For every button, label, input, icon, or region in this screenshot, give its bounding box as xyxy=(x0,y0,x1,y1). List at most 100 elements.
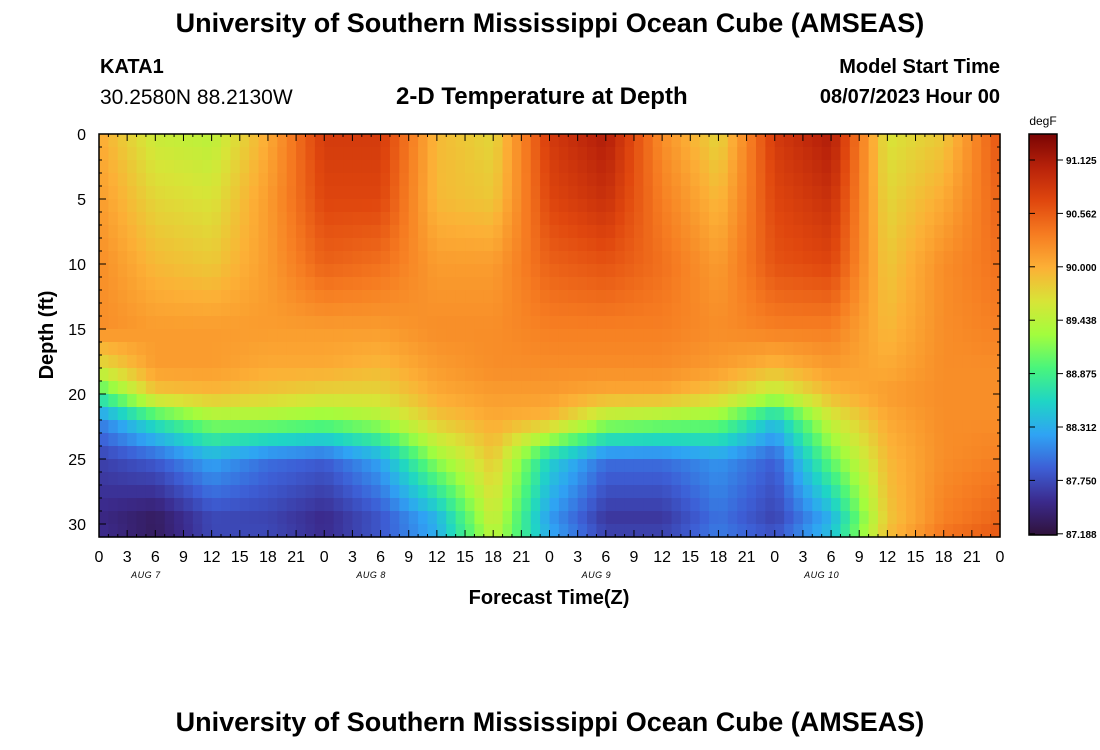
heatmap-cell xyxy=(258,524,269,538)
heatmap-cell xyxy=(267,368,278,382)
heatmap-cell xyxy=(117,147,128,161)
heatmap-cell xyxy=(802,472,813,486)
heatmap-cell xyxy=(286,186,297,200)
heatmap-cell xyxy=(981,511,992,525)
heatmap-cell xyxy=(399,134,410,148)
heatmap-cell xyxy=(633,342,644,356)
heatmap-cell xyxy=(436,251,447,265)
heatmap-cell xyxy=(943,303,954,317)
heatmap-cell xyxy=(971,251,982,265)
heatmap-cell xyxy=(840,433,851,447)
heatmap-cell xyxy=(333,134,344,148)
heatmap-cell xyxy=(755,368,766,382)
heatmap-cell xyxy=(690,433,701,447)
heatmap-cell xyxy=(267,485,278,499)
heatmap-cell xyxy=(183,446,194,460)
heatmap-cell xyxy=(962,212,973,226)
heatmap-cell xyxy=(737,420,748,434)
heatmap-cell xyxy=(202,498,213,512)
heatmap-cell xyxy=(108,420,119,434)
heatmap-cell xyxy=(127,160,138,174)
heatmap-cell xyxy=(699,524,710,538)
heatmap-cell xyxy=(540,485,551,499)
heatmap-cell xyxy=(690,472,701,486)
heatmap-cell xyxy=(596,342,607,356)
heatmap-cell xyxy=(239,472,250,486)
heatmap-cell xyxy=(371,134,382,148)
heatmap-cell xyxy=(511,459,522,473)
heatmap-cell xyxy=(455,199,466,213)
heatmap-cell xyxy=(784,381,795,395)
heatmap-cell xyxy=(727,381,738,395)
heatmap-cell xyxy=(249,329,260,343)
heatmap-cell xyxy=(155,368,166,382)
heatmap-cell xyxy=(906,147,917,161)
heatmap-cell xyxy=(352,459,363,473)
heatmap-cell xyxy=(455,485,466,499)
heatmap-cell xyxy=(774,238,785,252)
heatmap-cell xyxy=(643,498,654,512)
heatmap-cell xyxy=(455,433,466,447)
heatmap-cell xyxy=(296,264,307,278)
heatmap-cell xyxy=(314,264,325,278)
heatmap-cell xyxy=(474,433,485,447)
heatmap-cell xyxy=(774,329,785,343)
heatmap-cell xyxy=(709,485,720,499)
heatmap-cell xyxy=(587,264,598,278)
heatmap-cell xyxy=(877,459,888,473)
heatmap-cell xyxy=(474,329,485,343)
heatmap-cell xyxy=(802,485,813,499)
heatmap-cell xyxy=(127,251,138,265)
heatmap-cell xyxy=(840,238,851,252)
heatmap-cell xyxy=(793,160,804,174)
heatmap-cell xyxy=(793,394,804,408)
heatmap-cell xyxy=(258,511,269,525)
heatmap-cell xyxy=(915,420,926,434)
heatmap-cell xyxy=(352,433,363,447)
heatmap-cell xyxy=(840,225,851,239)
heatmap-cell xyxy=(812,381,823,395)
x-tick-label: 9 xyxy=(855,549,864,566)
heatmap-cell xyxy=(202,251,213,265)
heatmap-cell xyxy=(849,498,860,512)
heatmap-cell xyxy=(624,160,635,174)
heatmap-cell xyxy=(511,277,522,291)
heatmap-cell xyxy=(108,498,119,512)
heatmap-cell xyxy=(436,342,447,356)
heatmap-cell xyxy=(296,446,307,460)
heatmap-cell xyxy=(136,303,147,317)
heatmap-cell xyxy=(314,160,325,174)
heatmap-cell xyxy=(127,134,138,148)
heatmap-cell xyxy=(418,420,429,434)
heatmap-cell xyxy=(371,147,382,161)
heatmap-cell xyxy=(343,251,354,265)
heatmap-cell xyxy=(296,277,307,291)
heatmap-cell xyxy=(737,290,748,304)
heatmap-cell xyxy=(99,407,109,421)
heatmap-cell xyxy=(906,498,917,512)
heatmap-cell xyxy=(652,524,663,538)
heatmap-cell xyxy=(277,290,288,304)
heatmap-cell xyxy=(877,238,888,252)
heatmap-cell xyxy=(784,446,795,460)
heatmap-cell xyxy=(840,342,851,356)
heatmap-cell xyxy=(981,381,992,395)
heatmap-cell xyxy=(389,225,400,239)
heatmap-cell xyxy=(436,511,447,525)
heatmap-cell xyxy=(671,316,682,330)
heatmap-cell xyxy=(587,498,598,512)
heatmap-cell xyxy=(267,160,278,174)
heatmap-cell xyxy=(821,394,832,408)
heatmap-cell xyxy=(352,511,363,525)
heatmap-cell xyxy=(774,160,785,174)
heatmap-cell xyxy=(493,472,504,486)
heatmap-cell xyxy=(511,134,522,148)
heatmap-cell xyxy=(840,329,851,343)
heatmap-cell xyxy=(652,446,663,460)
heatmap-cell xyxy=(333,342,344,356)
heatmap-cell xyxy=(249,225,260,239)
heatmap-cell xyxy=(943,407,954,421)
heatmap-cell xyxy=(371,485,382,499)
heatmap-cell xyxy=(784,316,795,330)
heatmap-cell xyxy=(183,498,194,512)
